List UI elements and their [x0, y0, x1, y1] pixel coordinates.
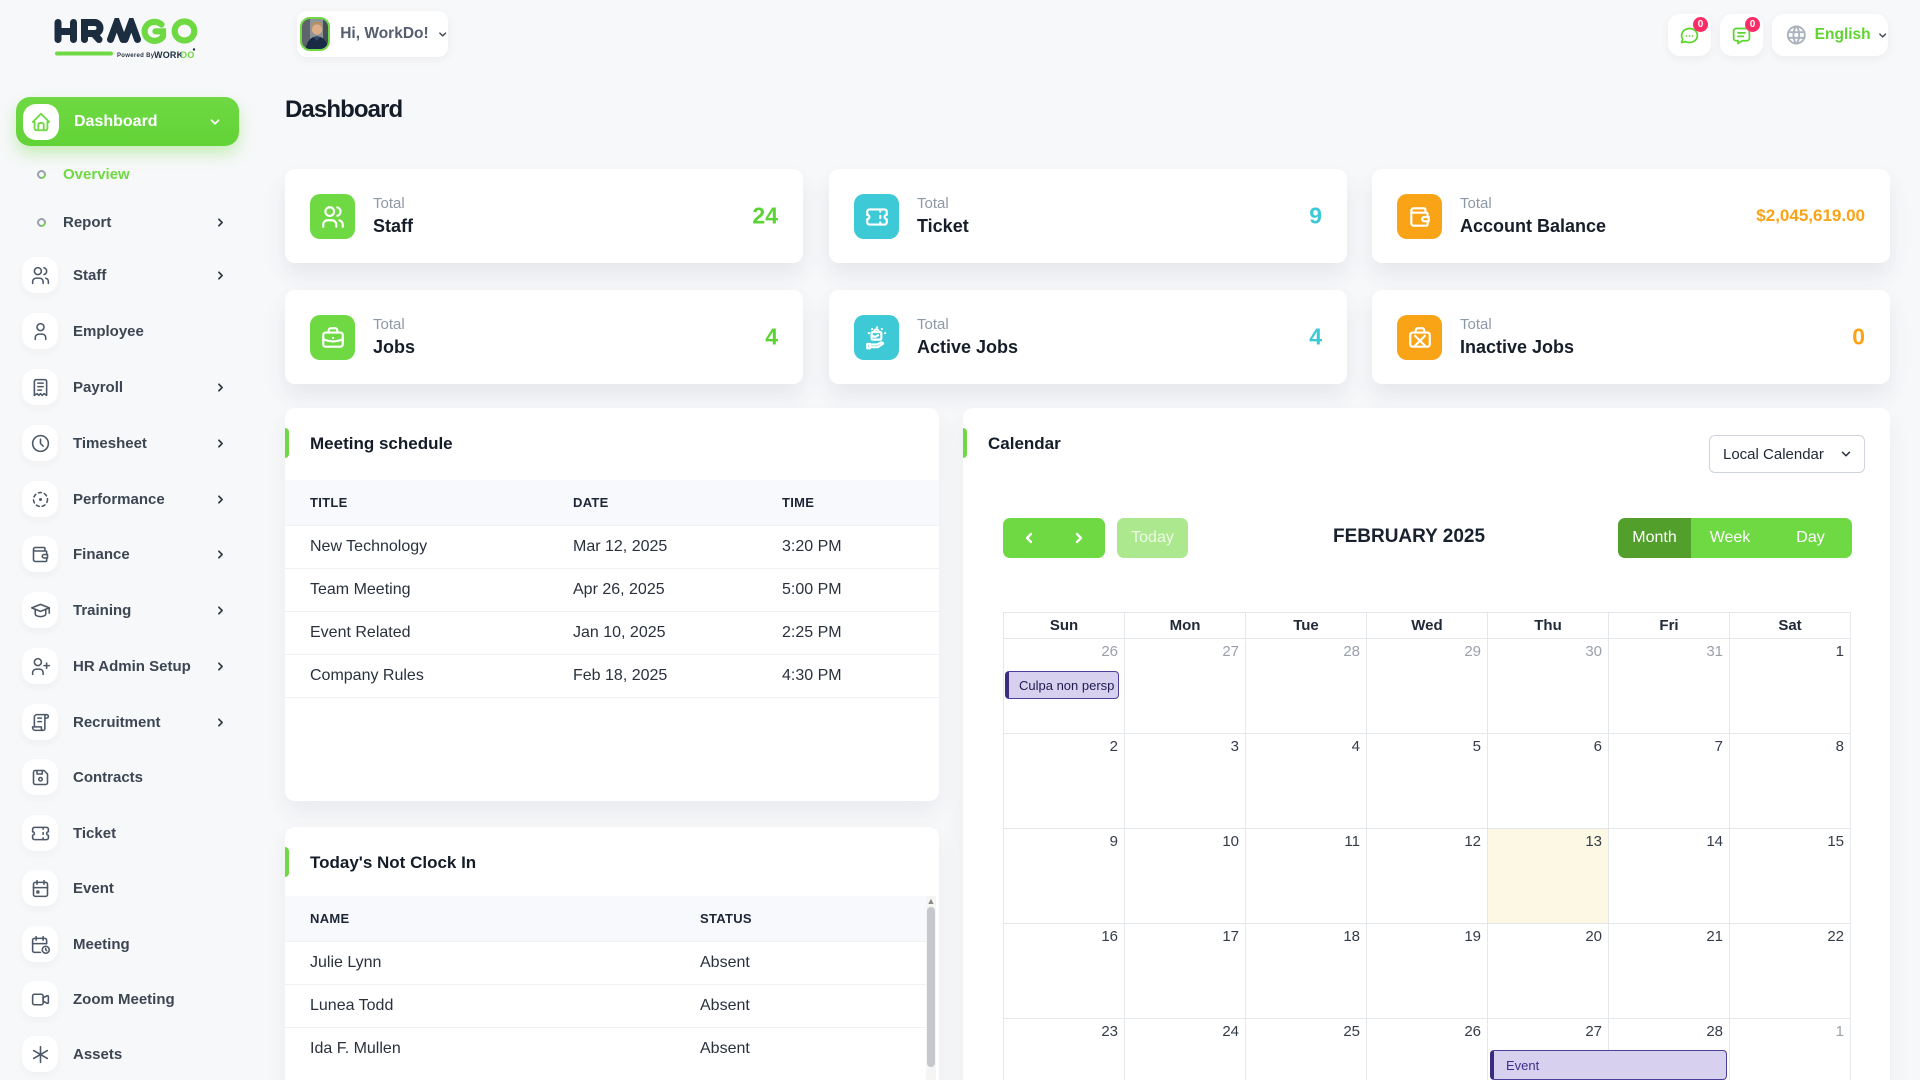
svg-text:Powered By: Powered By [117, 53, 155, 59]
svg-text:DO: DO [181, 50, 195, 60]
svg-text:WORK: WORK [154, 50, 184, 60]
